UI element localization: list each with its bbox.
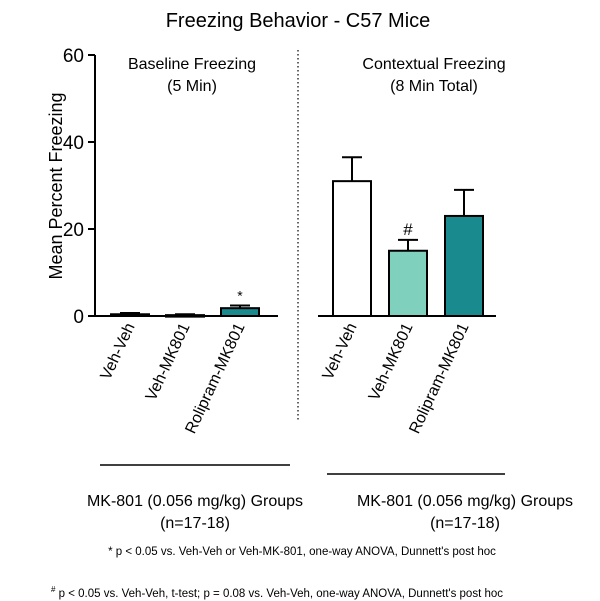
footnote-star: * p < 0.05 vs. Veh-Veh or Veh-MK-801, on… [108, 546, 496, 558]
x-tick-label: Veh-Veh [98, 321, 139, 383]
chart-title: Freezing Behavior - C57 Mice [166, 10, 431, 32]
bar [165, 314, 205, 318]
bar [110, 313, 150, 318]
y-tick-label: 60 [63, 46, 84, 67]
y-tick-label: 40 [63, 133, 84, 154]
footnote-hash-text: p < 0.05 vs. Veh-Veh, t-test; p = 0.08 v… [55, 588, 503, 600]
panel-title-baseline-line2: (5 Min) [167, 78, 217, 95]
y-axis-label: Mean Percent Freezing [46, 92, 66, 279]
x-tick-label: Veh-Veh [320, 321, 361, 383]
significance-marker: * [237, 288, 243, 304]
bar [388, 249, 428, 317]
y-ticks: 0 20 40 60 [63, 46, 95, 328]
y-tick-label: 0 [73, 307, 84, 328]
bar [444, 214, 484, 317]
panel-title-contextual-line1: Contextual Freezing [362, 56, 505, 73]
group-n-left: (n=17-18) [160, 515, 230, 532]
bars: *# [110, 156, 484, 318]
x-tick-label: Rolipram-MK801 [182, 320, 248, 436]
x-tick-label: Veh-MK801 [366, 320, 417, 403]
group-label-right: MK-801 (0.056 mg/kg) Groups [357, 493, 573, 510]
significance-marker: # [403, 220, 413, 239]
x-tick-label: Veh-MK801 [143, 320, 194, 403]
group-label-left: MK-801 (0.056 mg/kg) Groups [87, 493, 303, 510]
panel-title-contextual-line2: (8 Min Total) [390, 78, 478, 95]
footnote-hash: # p < 0.05 vs. Veh-Veh, t-test; p = 0.08… [51, 585, 503, 600]
bar [220, 307, 260, 318]
group-n-right: (n=17-18) [430, 515, 500, 532]
x-tick-label: Rolipram-MK801 [406, 320, 472, 436]
footnote-hash-symbol: # [51, 585, 56, 594]
panel-title-baseline-line1: Baseline Freezing [128, 56, 256, 73]
bar [332, 180, 372, 317]
y-tick-label: 20 [63, 220, 84, 241]
